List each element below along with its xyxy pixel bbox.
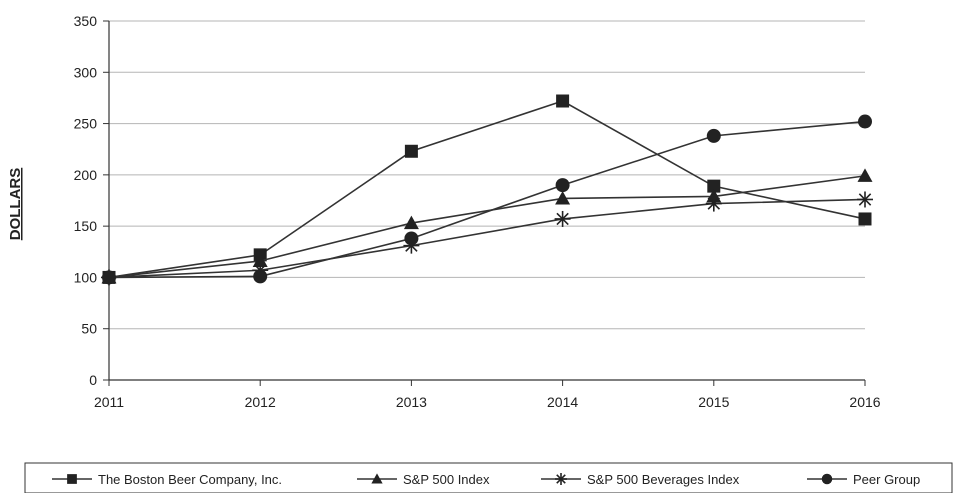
data-point-1-2016 — [857, 168, 873, 182]
x-tick-label-2014: 2014 — [547, 394, 578, 410]
data-point-3-2013 — [404, 231, 419, 246]
y-tick-label-0: 0 — [89, 372, 97, 388]
series-group — [101, 94, 873, 286]
legend-marker-0 — [67, 474, 77, 484]
x-tick-label-2015: 2015 — [698, 394, 729, 410]
data-point-2-2016 — [857, 191, 873, 208]
series-1 — [101, 168, 873, 284]
x-tick-label-2013: 2013 — [396, 394, 427, 410]
x-tick-label-2011: 2011 — [94, 394, 124, 410]
legend-item-3: Peer Group — [807, 472, 920, 487]
series-line-3 — [108, 120, 866, 279]
series-line-1 — [108, 175, 866, 279]
series-3 — [102, 114, 872, 285]
series-line-2 — [108, 198, 866, 279]
legend: The Boston Beer Company, Inc. S&P 500 Ind… — [24, 462, 953, 493]
legend-item-0: The Boston Beer Company, Inc. — [52, 472, 282, 487]
y-tick-label-300: 300 — [74, 64, 98, 80]
tick-labels: 0 50 100 150 200 250 300 350 2011 2012 2013 2014 201… — [74, 13, 881, 410]
y-axis-label: DOLLARS — [7, 168, 24, 241]
legend-box — [24, 462, 953, 493]
legend-marker-3 — [821, 473, 833, 485]
data-point-3-2011 — [102, 270, 116, 285]
legend-item-2: S&P 500 Beverages Index — [541, 472, 740, 487]
x-tick-label-2016: 2016 — [849, 394, 880, 410]
data-point-0-2016 — [858, 212, 872, 226]
legend-label-1: S&P 500 Index — [403, 472, 490, 487]
y-tick-label-200: 200 — [74, 167, 98, 183]
legend-item-1: S&P 500 Index — [357, 472, 490, 487]
series-line-0 — [108, 100, 866, 279]
series-2 — [101, 191, 873, 286]
axes — [103, 20, 866, 386]
y-tick-label-50: 50 — [81, 321, 97, 337]
x-tick-label-2012: 2012 — [245, 394, 276, 410]
legend-label-3: Peer Group — [853, 472, 920, 487]
data-point-1-2014 — [555, 190, 571, 205]
y-tick-label-250: 250 — [74, 116, 98, 132]
data-point-0-2014 — [556, 94, 570, 108]
data-point-1-2012 — [252, 253, 268, 268]
data-point-0-2015 — [707, 179, 721, 193]
series-0 — [102, 94, 872, 284]
data-point-2-2015 — [705, 195, 722, 212]
data-point-3-2014 — [555, 178, 570, 193]
gridlines — [109, 20, 865, 381]
data-point-0-2013 — [404, 144, 418, 158]
data-point-3-2012 — [253, 269, 268, 284]
y-tick-label-100: 100 — [74, 269, 98, 285]
legend-label-2: S&P 500 Beverages Index — [587, 472, 740, 487]
legend-marker-1 — [371, 473, 383, 484]
y-tick-label-350: 350 — [74, 13, 98, 29]
data-point-1-2013 — [403, 215, 419, 230]
y-tick-label-150: 150 — [74, 218, 98, 234]
data-point-2-2014 — [554, 210, 571, 227]
legend-label-0: The Boston Beer Company, Inc. — [98, 472, 282, 487]
data-point-3-2016 — [858, 114, 872, 129]
data-point-3-2015 — [706, 128, 721, 143]
legend-marker-2 — [555, 473, 567, 485]
